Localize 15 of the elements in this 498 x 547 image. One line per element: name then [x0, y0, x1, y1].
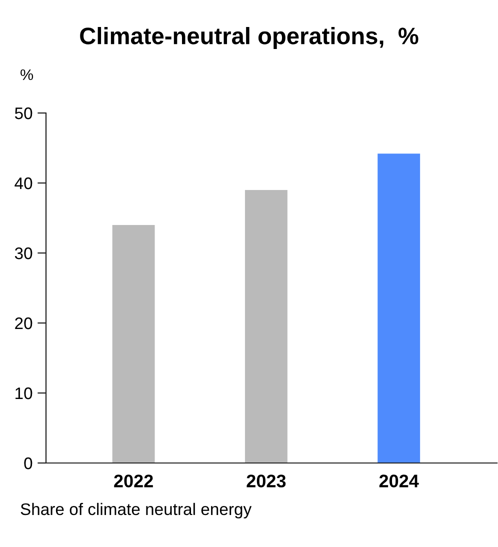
bar	[378, 154, 420, 463]
y-tick-label: 30	[14, 247, 32, 260]
y-tick-label: 0	[24, 457, 32, 470]
text: Share of climate neutral energy	[20, 502, 252, 518]
x-tick-label: 2024	[379, 474, 419, 488]
x-tick-label: 2023	[246, 474, 286, 488]
x-tick-label: 2022	[114, 474, 153, 488]
y-tick-label: 20	[15, 317, 32, 330]
bar	[112, 225, 155, 463]
y-tick-label: 10	[16, 387, 32, 400]
y-axis-title: %	[20, 69, 34, 80]
chart-title: Climate-neutral operations, %	[80, 26, 418, 50]
y-tick-label: 50	[14, 107, 32, 120]
bar	[244, 190, 288, 463]
y-tick-label: 40	[14, 177, 32, 190]
